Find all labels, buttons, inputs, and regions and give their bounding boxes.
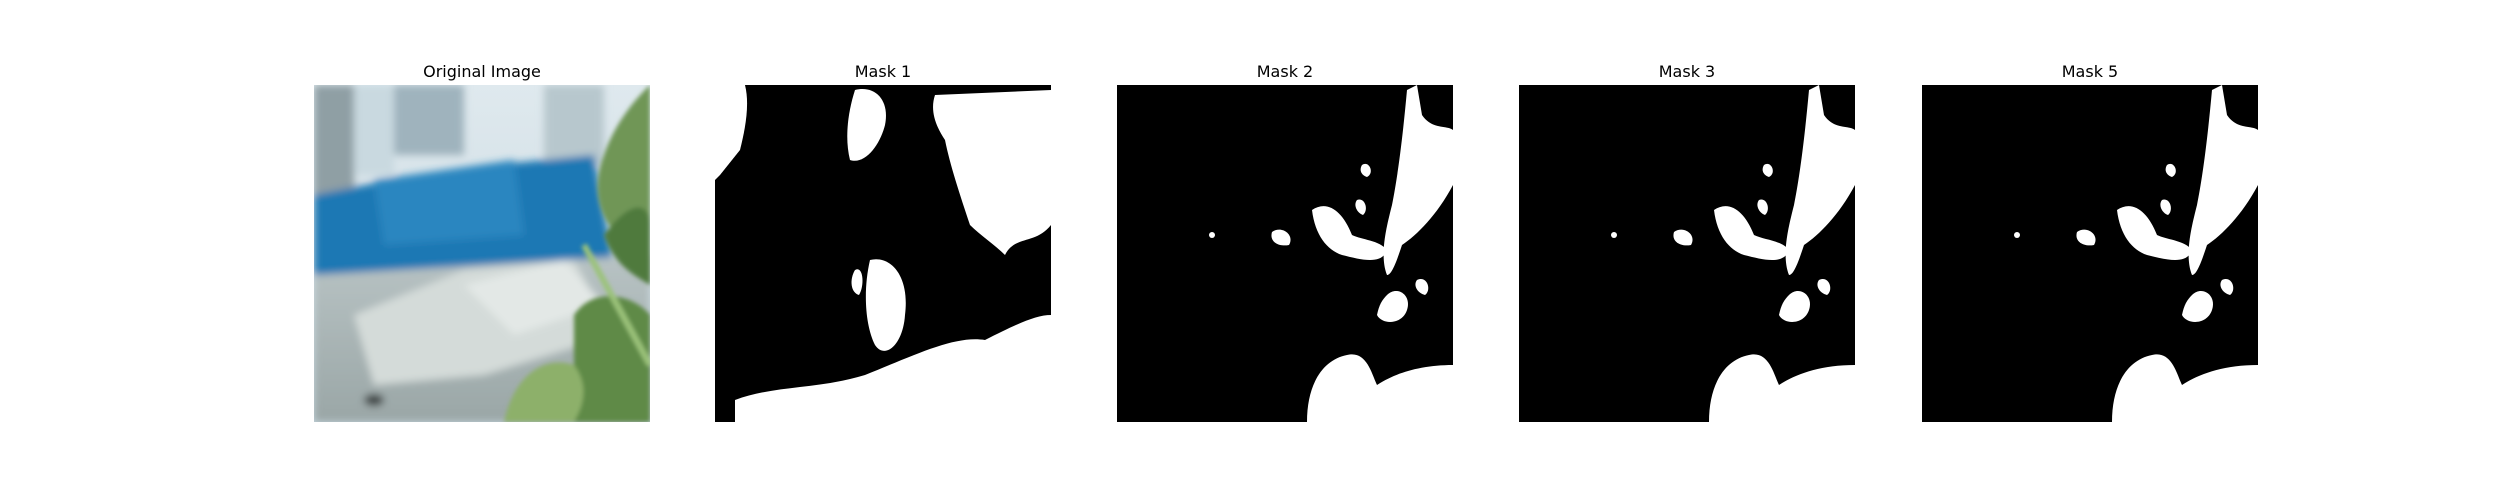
panel-title: Mask 5: [2061, 62, 2119, 81]
mask-image: [1519, 85, 1855, 422]
panel-title: Mask 2: [1256, 62, 1314, 81]
mask-image: [1922, 85, 2258, 422]
panel-mask-2: Mask 2: [1117, 60, 1453, 422]
panel-title: Mask 1: [854, 62, 912, 81]
panel-title: Original Image: [423, 62, 541, 81]
panel-original-image: Original Image: [314, 60, 650, 422]
panel-mask-3: Mask 3: [1519, 60, 1855, 422]
panel-title: Mask 3: [1658, 62, 1716, 81]
panel-mask-1: Mask 1: [715, 60, 1051, 422]
mask-image: [715, 85, 1051, 422]
original-photo: [314, 85, 650, 422]
mask-image: [1117, 85, 1453, 422]
panel-mask-5: Mask 5: [1922, 60, 2258, 422]
